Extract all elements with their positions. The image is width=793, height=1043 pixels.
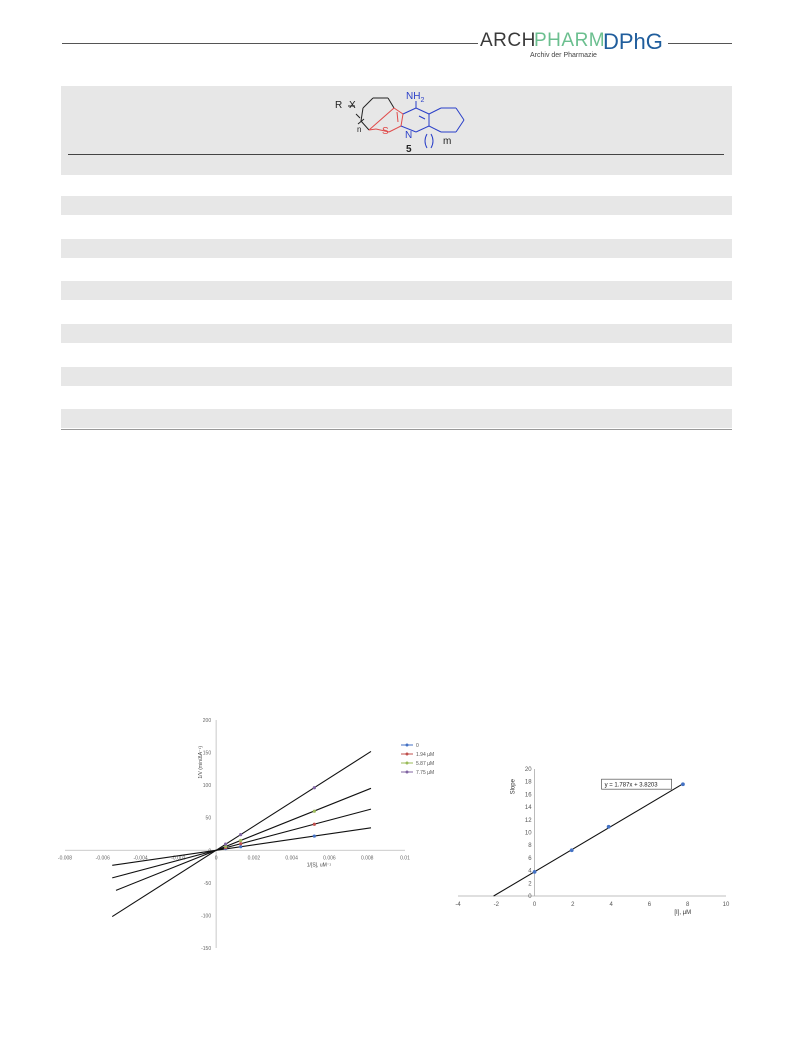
slope-replot-chart: -4 -2 0 2 4 6 8 10 0 2 4 6 8 10 12 14 16 18 20 [I], µM Slo… (455, 767, 730, 916)
chart2-equation-box: y = 1.787x + 3.8203 (601, 778, 672, 790)
table-row-stripe (61, 196, 732, 215)
logo-pharm: PHARM (534, 30, 606, 51)
table-bottom-rule (61, 429, 732, 430)
table-row-stripe (61, 367, 732, 386)
chart2-y-tick-label: 0 (528, 894, 532, 900)
chart1-x-tick-label: 0.004 (285, 855, 298, 861)
chart1-legend-label: 7.75 µM (416, 770, 434, 776)
chart2-x-tick-label: 10 (723, 902, 730, 908)
chart2-x-tick-label: 6 (648, 902, 652, 908)
chart1-data-point (312, 834, 316, 838)
chart1-y-tick-label: 200 (203, 718, 212, 724)
chart1-x-tick-label: -0.006 (96, 855, 110, 861)
chart1-data-point (239, 842, 243, 846)
chart2-y-tick-label: 14 (525, 805, 532, 811)
chart1-y-tick-label: 100 (203, 783, 212, 789)
chart2-ylabel: Slope (511, 778, 517, 794)
chart2-data-point (532, 869, 537, 874)
chart1-x-tick-label: -0.004 (133, 855, 147, 861)
chart2-trendline (493, 783, 684, 897)
chart1-x-tick-label: 0 (215, 855, 218, 861)
chart2-x-tick-label: -2 (494, 902, 500, 908)
chart1-plot-area: -0.008 -0.006 -0.004 -0.002 0 0.002 0.004 0.006… (58, 718, 410, 950)
table-header: R X n NH2 S N m 5 (61, 86, 732, 175)
table-row-stripe (61, 281, 732, 300)
chart1-legend-label: 0 (416, 743, 419, 749)
compound-number: 5 (406, 144, 412, 155)
chart2-x-tick-label: 2 (571, 902, 575, 908)
chart1-data-point (312, 809, 316, 813)
chart2-x-tick-label: 4 (609, 902, 613, 908)
chart2-data-point (569, 848, 574, 853)
chart1-y-tick-label: 150 (203, 751, 212, 757)
chart2-equation: y = 1.787x + 3.8203 (605, 783, 659, 789)
lineweaver-burk-chart: -0.008 -0.006 -0.004 -0.002 0 0.002 0.004 0.006… (58, 718, 434, 950)
chart2-y-tick-label: 18 (525, 780, 532, 786)
chart1-xlabel: 1/[S], uM⁻¹ (307, 862, 332, 868)
chart1-legend-marker (405, 743, 409, 747)
chart1-legend-marker (405, 752, 409, 756)
chart2-data-point (681, 782, 685, 787)
chart1-ylabel: 1/V (min/ΔA⁻¹) (198, 746, 204, 779)
chart1-data-point (312, 786, 316, 790)
chart1-data-point (223, 844, 228, 848)
table-row-stripe (61, 239, 732, 258)
chart1-x-tick-label: -0.008 (58, 855, 72, 861)
header-rule-left (62, 43, 478, 44)
logo-arch: ARCH (480, 30, 536, 51)
s-atom-label: S (382, 126, 389, 137)
chart2-y-tick-label: 12 (525, 818, 532, 824)
chart1-data-point (312, 822, 316, 826)
chart2-y-tick-label: 2 (528, 881, 532, 887)
chart2-x-tick-label: 0 (533, 902, 537, 908)
table-row-stripe (61, 409, 732, 428)
chart1-y-tick-label: 50 (206, 816, 212, 822)
chart1-data-point (239, 845, 243, 849)
chart1-x-tick-label: 0.002 (248, 855, 261, 861)
chart2-y-tick-label: 4 (528, 869, 532, 875)
chart2-data-point (606, 824, 611, 829)
chart2-y-tick-label: 16 (525, 792, 532, 798)
chart1-data-point (239, 833, 243, 837)
chart2-y-tick-label: 6 (528, 856, 532, 862)
m-label: m (443, 136, 451, 147)
chart1-trendline (115, 787, 372, 891)
chart2-y-tick-label: 10 (525, 831, 532, 837)
chart2-y-tick-label: 8 (528, 843, 532, 849)
chart2-x-tick-label: 8 (686, 902, 690, 908)
chart2-xlabel: [I], µM (674, 910, 691, 916)
chart1-x-tick-label: 0.006 (323, 855, 336, 861)
chart1-data-point (223, 842, 228, 846)
chemical-structure: R X n NH2 S N m 5 (335, 91, 465, 155)
chart2-plot-area: -4 -2 0 2 4 6 8 10 0 2 4 6 8 10 12 14 16 18 20 (455, 767, 730, 908)
chart1-y-tick-label: -50 (204, 881, 211, 887)
chart1-legend-marker (405, 761, 409, 765)
chart1-y-tick-label: -100 (201, 913, 211, 919)
logo-dphg: DPhG (603, 29, 663, 54)
n-label: n (357, 125, 361, 134)
x-label: X (349, 100, 356, 111)
r-label: R (335, 100, 342, 111)
nh2-label: NH2 (406, 91, 424, 104)
chart2-x-tick-label: -4 (455, 902, 461, 908)
chart1-data-point (239, 838, 243, 843)
chart1-legend-label: 1.94 µM (416, 752, 434, 758)
chart1-legend-marker (405, 770, 409, 774)
chart1-x-tick-label: -0.002 (171, 855, 185, 861)
table-row-stripe (61, 324, 732, 343)
chart1-y-tick-label: -150 (201, 946, 211, 950)
chart1-legend: 0 1.94 µM 5.87 µM 7.75 µM (401, 743, 434, 776)
header-rule-right (668, 43, 732, 44)
chart2-y-tick-label: 20 (525, 767, 532, 773)
n-atom-label: N (405, 130, 412, 141)
chart1-x-tick-label: 0.008 (361, 855, 374, 861)
logo-subtitle: Archiv der Pharmazie (530, 52, 597, 59)
chart1-x-tick-label: 0.01 (400, 855, 410, 861)
chart1-legend-label: 5.87 µM (416, 761, 434, 767)
table-header-rule (68, 154, 724, 155)
